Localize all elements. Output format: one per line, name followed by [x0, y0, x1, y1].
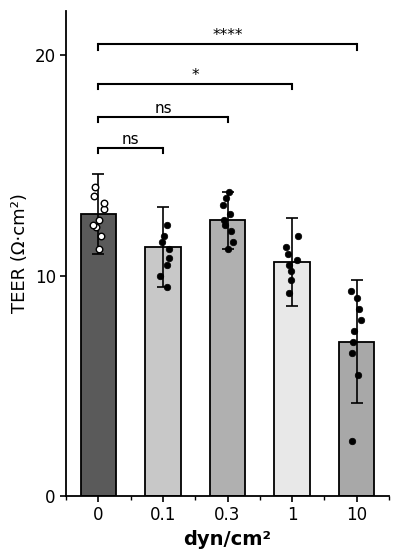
Point	[166, 245, 172, 254]
Point	[156, 271, 163, 280]
Point	[164, 260, 170, 269]
Bar	[81, 214, 116, 496]
Point	[90, 221, 96, 230]
Point	[220, 200, 226, 209]
Point	[159, 238, 166, 247]
Text: ns: ns	[122, 132, 140, 147]
Point	[286, 260, 292, 269]
Point	[286, 289, 292, 298]
Point	[294, 256, 300, 265]
Point	[92, 183, 98, 192]
Y-axis label: TEER (Ω·cm²): TEER (Ω·cm²)	[11, 194, 29, 314]
Point	[98, 231, 104, 240]
Point	[347, 287, 354, 296]
Point	[96, 216, 102, 225]
Point	[92, 222, 99, 231]
Point	[226, 188, 232, 197]
Point	[228, 227, 234, 236]
Point	[349, 348, 355, 357]
Text: ****: ****	[212, 28, 243, 43]
Point	[358, 315, 364, 324]
Bar	[145, 247, 181, 496]
Point	[288, 276, 295, 284]
Point	[283, 242, 289, 251]
Point	[161, 231, 168, 240]
Point	[227, 209, 233, 218]
Point	[90, 192, 97, 200]
Point	[224, 245, 231, 254]
Text: ns: ns	[154, 101, 172, 116]
Bar	[210, 221, 245, 496]
Point	[348, 436, 355, 445]
Bar	[274, 262, 310, 496]
Point	[350, 337, 356, 346]
X-axis label: dyn/cm²: dyn/cm²	[184, 530, 272, 549]
Point	[166, 254, 172, 263]
Point	[285, 249, 291, 258]
Point	[163, 221, 170, 230]
Point	[100, 205, 107, 214]
Text: *: *	[192, 68, 199, 83]
Point	[163, 282, 170, 291]
Point	[221, 216, 227, 225]
Point	[295, 231, 301, 240]
Point	[356, 304, 362, 313]
Point	[223, 194, 229, 203]
Bar	[339, 342, 374, 496]
Point	[288, 267, 294, 276]
Point	[100, 198, 107, 207]
Point	[355, 370, 361, 379]
Point	[230, 238, 236, 247]
Point	[222, 221, 228, 230]
Point	[351, 326, 358, 335]
Point	[354, 293, 360, 302]
Point	[96, 245, 102, 254]
